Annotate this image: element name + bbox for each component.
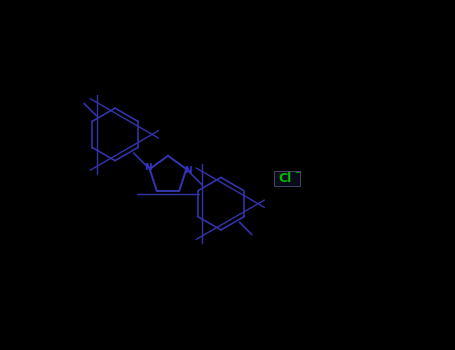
Text: Cl: Cl: [278, 172, 292, 185]
Text: N: N: [185, 166, 192, 175]
FancyBboxPatch shape: [274, 171, 300, 186]
Text: N: N: [144, 163, 152, 172]
Text: ⁻: ⁻: [294, 170, 300, 180]
